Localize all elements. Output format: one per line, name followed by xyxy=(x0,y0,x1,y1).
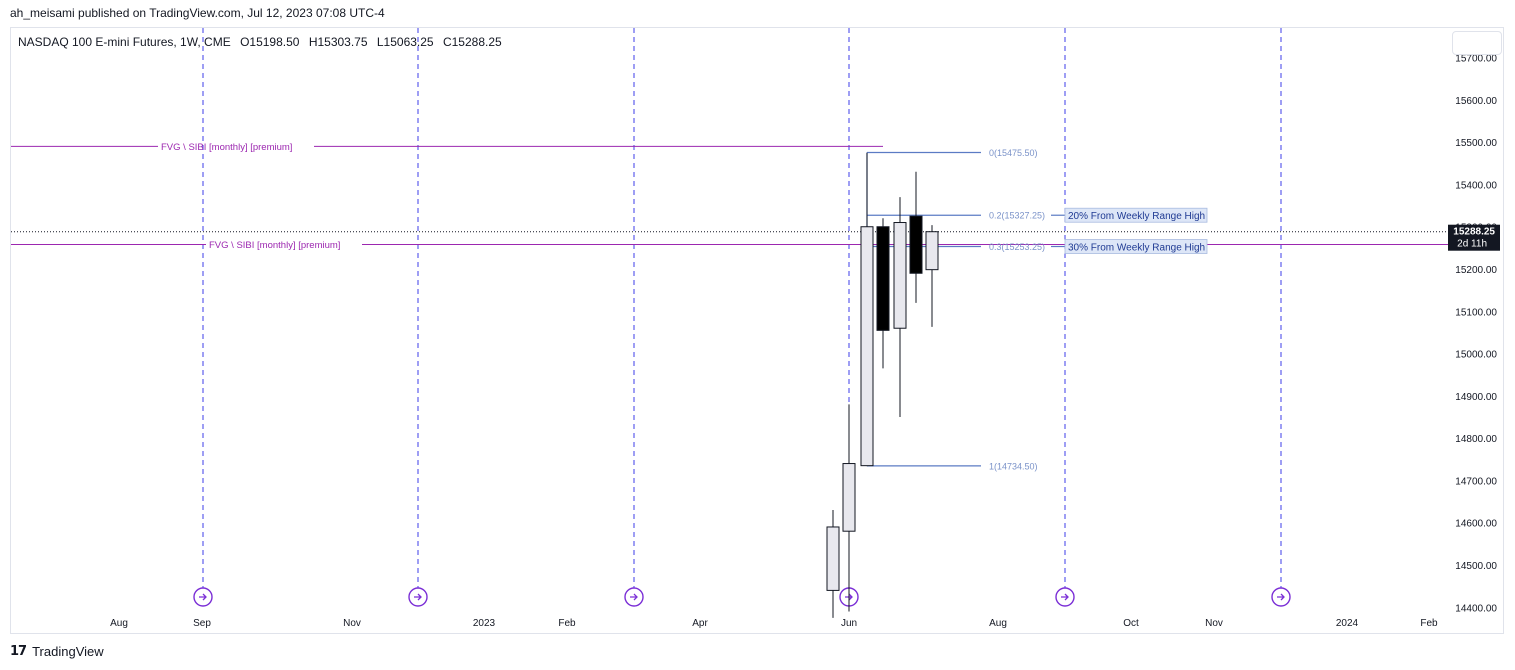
ohlc-open: O15198.50 xyxy=(240,35,300,49)
candle-up xyxy=(826,526,840,591)
fvg-label: FVG \ SIBI [monthly] [premium] xyxy=(209,240,340,251)
price-tick-label: 14400.00 xyxy=(1455,603,1497,614)
time-tick-label: 2023 xyxy=(473,618,496,629)
chart-frame[interactable]: 15700.0015600.0015500.0015400.0015300.00… xyxy=(10,27,1504,634)
fib-level-label: 1(14734.50) xyxy=(989,461,1038,471)
price-tick-label: 14800.00 xyxy=(1455,434,1497,445)
arrow-right-icon xyxy=(630,593,638,601)
fvg-label: FVG \ SIBI [monthly] [premium] xyxy=(161,142,292,153)
countdown-label: 2d 11h xyxy=(1457,239,1487,250)
current-price-badge xyxy=(1448,224,1500,251)
time-tick-label: Apr xyxy=(692,618,708,629)
arrow-right-icon xyxy=(199,593,207,601)
time-tick-label: Jun xyxy=(841,618,857,629)
candle-up xyxy=(893,222,907,329)
fib-level-label: 0(15475.50) xyxy=(989,148,1038,158)
price-tick-label: 14500.00 xyxy=(1455,561,1497,572)
brand-name[interactable]: TradingView xyxy=(32,644,104,659)
price-tick-label: 15700.00 xyxy=(1455,54,1497,65)
tradingview-logo-icon[interactable]: 17 xyxy=(10,644,27,659)
current-price-label: 15288.25 xyxy=(1453,227,1495,238)
time-tick-label: Oct xyxy=(1123,618,1139,629)
candle-down xyxy=(909,215,923,274)
fib-level-label: 0.2(15327.25) xyxy=(989,211,1045,221)
note-box xyxy=(1064,239,1208,254)
candle-up xyxy=(860,226,874,467)
arrow-right-icon xyxy=(414,593,422,601)
arrow-right-icon xyxy=(1277,593,1285,601)
fib-note-label: 30% From Weekly Range High xyxy=(1068,243,1205,254)
price-tick-label: 14700.00 xyxy=(1455,476,1497,487)
candlestick-chart[interactable]: 15700.0015600.0015500.0015400.0015300.00… xyxy=(11,28,1505,635)
price-tick-label: 15100.00 xyxy=(1455,307,1497,318)
candle-up xyxy=(842,463,856,532)
price-tick-label: 15500.00 xyxy=(1455,138,1497,149)
ohlc-close: C15288.25 xyxy=(442,35,502,49)
time-tick-label: Aug xyxy=(110,618,128,629)
fib-note-label: 20% From Weekly Range High xyxy=(1068,211,1205,222)
price-tick-label: 14900.00 xyxy=(1455,392,1497,403)
time-tick-label: Nov xyxy=(343,618,361,629)
time-tick-label: Sep xyxy=(193,618,211,629)
price-tick-label: 15600.00 xyxy=(1455,96,1497,107)
time-tick-label: Nov xyxy=(1205,618,1223,629)
time-tick-label: Feb xyxy=(558,618,576,629)
chart-settings-box[interactable] xyxy=(1452,31,1502,55)
symbol-title[interactable]: NASDAQ 100 E-mini Futures, 1W, CME xyxy=(18,35,231,49)
candle-down xyxy=(876,226,890,331)
fib-level-label: 0.3(15253.25) xyxy=(989,242,1045,252)
price-tick-label: 15000.00 xyxy=(1455,350,1497,361)
footer: 17 TradingView xyxy=(10,644,104,659)
price-tick-label: 15200.00 xyxy=(1455,265,1497,276)
ohlc-high: H15303.75 xyxy=(308,35,368,49)
arrow-right-icon xyxy=(1061,593,1069,601)
time-tick-label: Feb xyxy=(1420,618,1438,629)
candle-up xyxy=(925,231,939,271)
note-box xyxy=(1064,207,1208,223)
price-tick-label: 15400.00 xyxy=(1455,180,1497,191)
price-tick-label: 14600.00 xyxy=(1455,519,1497,530)
time-tick-label: Aug xyxy=(989,618,1007,629)
time-tick-label: 2024 xyxy=(1336,618,1359,629)
ohlc-low: L15063.25 xyxy=(376,35,434,49)
publisher-line: ah_meisami published on TradingView.com,… xyxy=(10,6,385,20)
symbol-legend: NASDAQ 100 E-mini Futures, 1W, CME O1519… xyxy=(18,35,508,49)
